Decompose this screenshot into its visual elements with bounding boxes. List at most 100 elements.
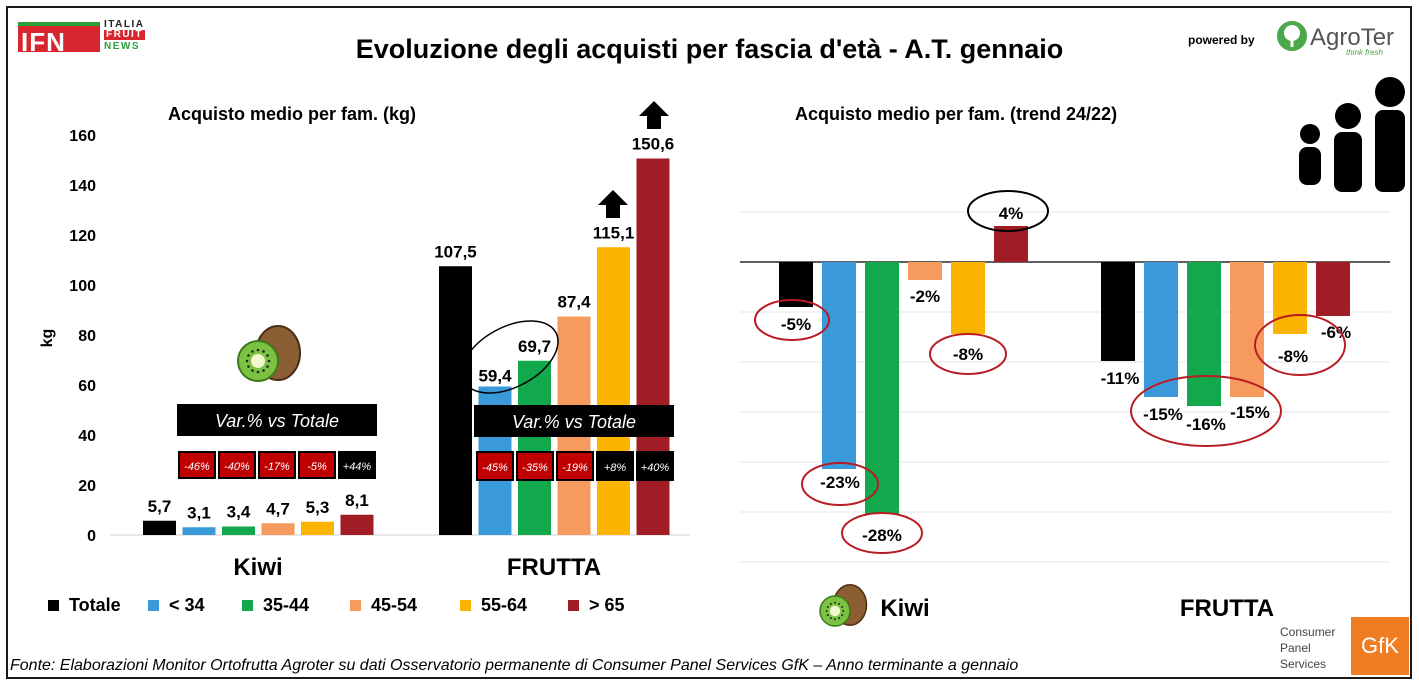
bar (182, 527, 216, 535)
y-tick-label: 120 (69, 228, 96, 245)
var-box (474, 405, 674, 437)
var-chip (258, 451, 296, 479)
category-label: Kiwi (233, 554, 282, 581)
bar (1316, 262, 1350, 316)
legend-swatch (460, 600, 471, 611)
y-axis-label: kg (39, 329, 56, 348)
highlight-ellipse (461, 320, 559, 394)
var-chip-label: -46% (184, 461, 210, 473)
var-chip (298, 451, 336, 479)
left-chart-title: Acquisto medio per fam. (kg) (168, 104, 417, 124)
person-body (1334, 132, 1362, 192)
kiwi-seed (825, 610, 828, 612)
legend-item: Totale (48, 595, 121, 616)
kiwi-core (251, 354, 265, 368)
ifn-logo-line3: NEWS (104, 41, 140, 52)
bar-value-label: 5,3 (306, 498, 330, 517)
legend-swatch (242, 600, 253, 611)
y-tick-label: 80 (78, 328, 96, 345)
legend-label: > 65 (589, 595, 625, 615)
var-chip (338, 451, 376, 479)
var-chip-label: -17% (264, 461, 290, 473)
var-box-label: Var.% vs Totale (215, 411, 339, 431)
page-title: Evoluzione degli acquisti per fascia d'e… (355, 34, 1064, 64)
var-chip-label: +8% (604, 462, 627, 474)
ifn-logo-block: IFN (18, 22, 100, 57)
bar (1273, 262, 1307, 334)
ifn-logo: IFN ITALIA FRUIT NEWS (18, 18, 163, 60)
legend-item: 35-44 (242, 595, 309, 616)
bar (908, 262, 942, 280)
bar (518, 360, 551, 535)
bar (143, 520, 176, 535)
bar-value-label: -2% (910, 287, 940, 306)
y-tick-label: 160 (69, 128, 96, 145)
legend-swatch (350, 600, 361, 611)
var-chip (556, 451, 594, 481)
y-tick-label: 60 (78, 378, 96, 395)
bar-value-label: 150,6 (632, 135, 675, 154)
person-body (1299, 147, 1321, 185)
powered-by-label: powered by (1188, 33, 1255, 47)
legend-item: > 65 (568, 595, 625, 616)
var-box-label: Var.% vs Totale (512, 412, 636, 432)
agroter-logo: AgroTer think fresh (1276, 20, 1406, 57)
var-chip (636, 451, 674, 481)
kiwi-seed (829, 617, 832, 620)
up-arrow-icon (598, 190, 628, 218)
bar (301, 521, 334, 535)
highlight-ellipse (754, 299, 830, 341)
kiwi-seed (247, 354, 250, 357)
highlight-ellipse (1254, 314, 1346, 376)
kiwi-seed (256, 348, 260, 352)
kiwi-seed (267, 359, 271, 363)
y-tick-label: 40 (78, 428, 96, 445)
var-chip-label: -19% (562, 462, 588, 474)
var-chip-label: +40% (641, 462, 670, 474)
legend-label: 35-44 (263, 595, 310, 615)
bar (1230, 262, 1264, 397)
bar (865, 262, 899, 514)
kiwi-seed (266, 365, 269, 368)
ifn-logo-line2: FRUIT (104, 29, 145, 40)
legend-item: < 34 (148, 595, 205, 616)
bar (1101, 262, 1135, 361)
highlight-ellipse (841, 512, 923, 554)
var-chip (516, 451, 554, 481)
bar-value-label: -11% (1101, 369, 1140, 388)
y-tick-label: 0 (87, 528, 96, 545)
kiwi-seed (842, 610, 845, 612)
kiwi-seed (251, 369, 254, 372)
kiwi-icon (237, 325, 301, 382)
agroter-tagline: think fresh (1346, 48, 1383, 57)
bar-value-label: -8% (953, 345, 983, 364)
y-tick-label: 140 (69, 178, 96, 195)
ifn-logo-line1: ITALIA (104, 19, 145, 30)
kiwi-seed (834, 618, 836, 621)
kiwi-seed (245, 359, 249, 363)
person-head (1335, 103, 1361, 129)
right-chart-title: Acquisto medio per fam. (trend 24/22) (795, 104, 1118, 124)
bar-value-label: 69,7 (518, 337, 551, 356)
ifn-logo-letters: IFN (21, 27, 66, 57)
legend-swatch (568, 600, 579, 611)
kiwi-seed (838, 602, 841, 605)
bar-value-label: 59,4 (478, 367, 512, 386)
bar (597, 247, 630, 535)
kiwi-seed (251, 350, 254, 353)
bar-value-label: -5% (781, 315, 811, 334)
kiwi-seed (262, 350, 265, 353)
bar (1144, 262, 1178, 397)
var-chip (178, 451, 216, 479)
var-chip-label: -35% (522, 462, 548, 474)
legend-label: 55-64 (481, 595, 528, 615)
kiwi-seed (826, 614, 829, 617)
bar (1187, 262, 1221, 406)
source-note: Fonte: Elaborazioni Monitor Ortofrutta A… (10, 657, 1019, 674)
bar (822, 262, 856, 469)
family-icon (1299, 77, 1405, 192)
bar-value-label: -28% (862, 526, 902, 545)
var-chip-label: +44% (343, 461, 372, 473)
person-head (1375, 77, 1405, 107)
legend-label: 45-54 (371, 595, 418, 615)
